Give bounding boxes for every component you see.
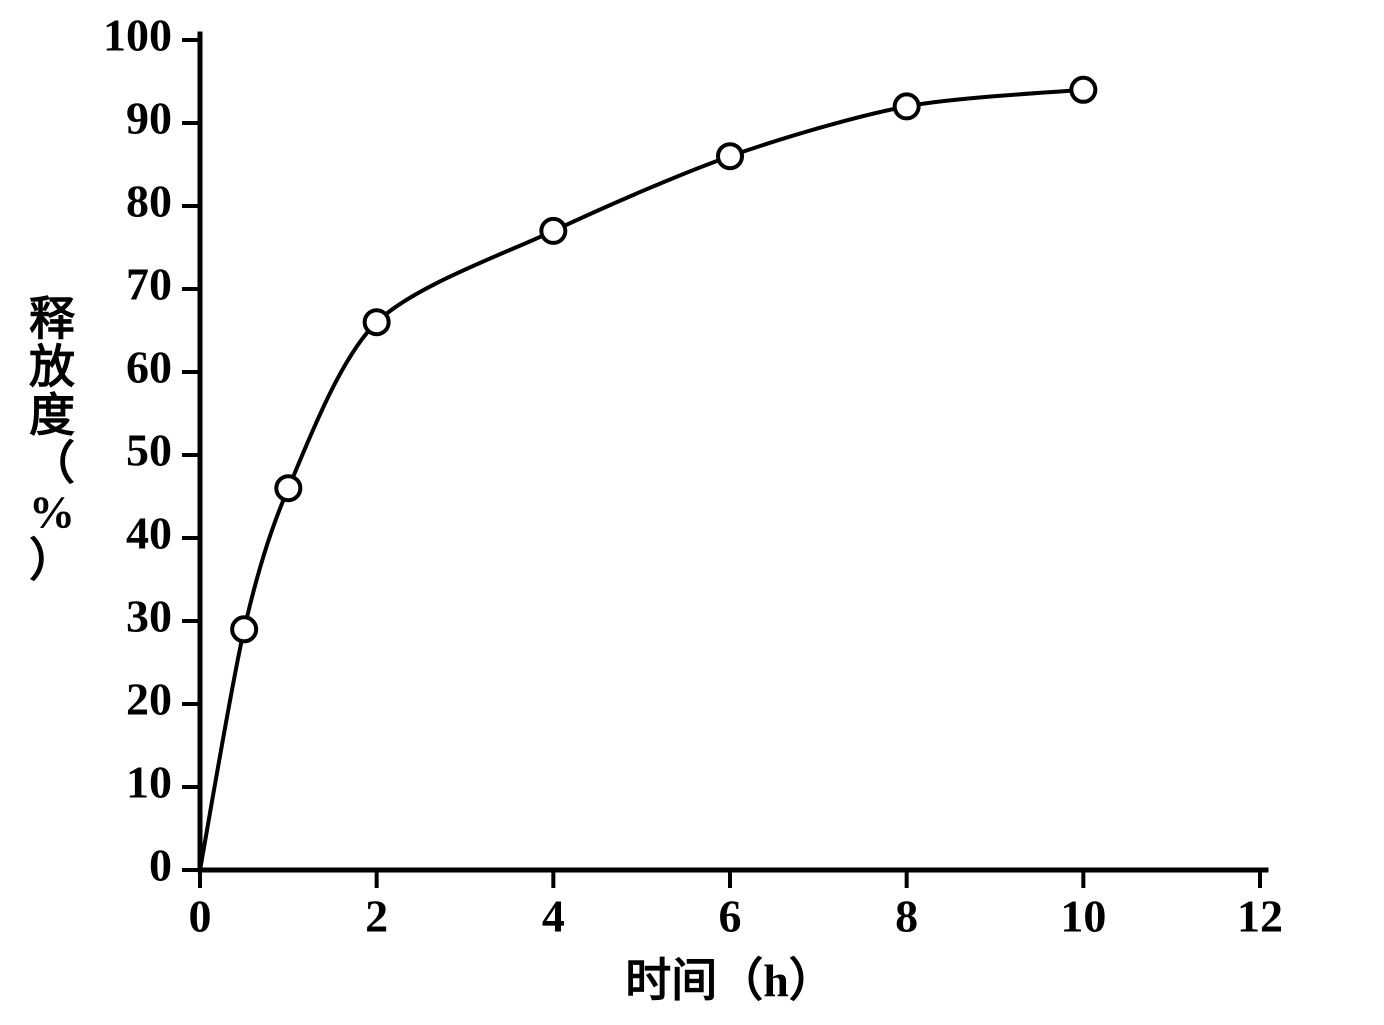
y-tick-label: 100 xyxy=(103,10,172,61)
release-chart: 0 10 20 30 40 50 60 70 80 90 100 0 2 4 6 8 10 12 时间（h） 释放度（… xyxy=(0,0,1384,1025)
chart-svg: 0 10 20 30 40 50 60 70 80 90 100 0 2 4 6 8 10 12 时间（h） 释放度（… xyxy=(0,0,1384,1025)
y-tick-label: 60 xyxy=(126,342,172,393)
x-tick-label: 0 xyxy=(189,891,212,942)
y-axis-label: 释放度（%） xyxy=(29,293,76,586)
data-marker xyxy=(232,617,256,641)
y-tick-label: 80 xyxy=(126,176,172,227)
y-tick-label: 50 xyxy=(126,425,172,476)
data-marker xyxy=(1071,78,1095,102)
y-tick-label: 30 xyxy=(126,591,172,642)
x-tick-label: 4 xyxy=(542,891,565,942)
x-axis-label: 时间（h） xyxy=(625,955,835,1006)
x-tick-label: 2 xyxy=(365,891,388,942)
x-tick-label: 12 xyxy=(1237,891,1283,942)
data-marker xyxy=(895,94,919,118)
y-tick-label: 10 xyxy=(126,757,172,808)
x-tick-label: 6 xyxy=(719,891,742,942)
data-marker xyxy=(276,476,300,500)
data-marker xyxy=(541,219,565,243)
y-tick-label: 90 xyxy=(126,93,172,144)
y-tick-label: 40 xyxy=(126,508,172,559)
data-marker xyxy=(365,310,389,334)
y-tick-label: 70 xyxy=(126,259,172,310)
x-tick-label: 8 xyxy=(895,891,918,942)
y-tick-label: 0 xyxy=(149,840,172,891)
x-tick-label: 10 xyxy=(1060,891,1106,942)
data-marker xyxy=(718,144,742,168)
y-tick-label: 20 xyxy=(126,674,172,725)
